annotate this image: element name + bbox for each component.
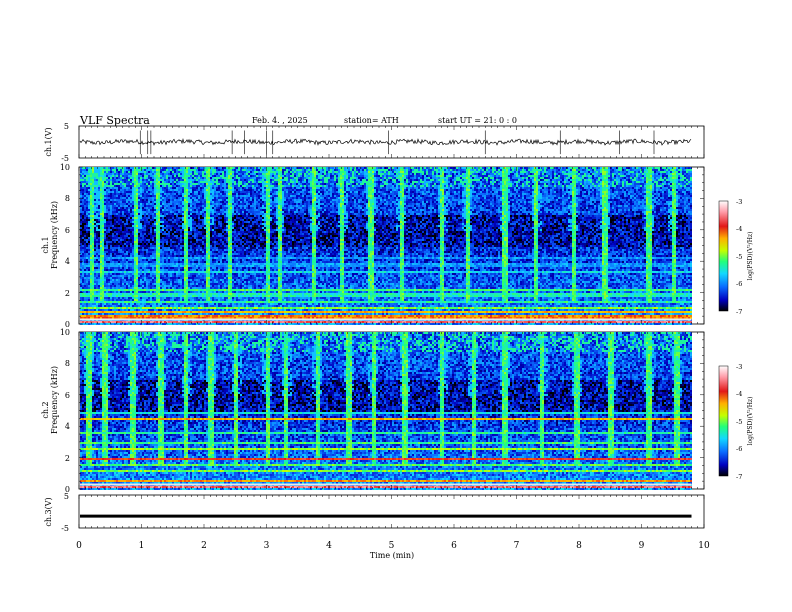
ch1-tick-5: 5	[64, 122, 69, 131]
time-tick-4: 4	[326, 541, 332, 551]
ch2-freq-tick-8: 8	[65, 359, 70, 368]
ch3-waveform-frame	[78, 494, 705, 529]
ch1-spec-ylabel-frequency: Frequency (kHz)	[50, 201, 59, 269]
ch1-freq-tick-2: 2	[65, 289, 70, 298]
ch1-freq-tick-10: 10	[60, 163, 70, 172]
ch2-cbar-tick-neg4: -4	[736, 390, 742, 398]
ch3-tick-5: 5	[64, 492, 69, 501]
ch1-spec-ylabel-channel: ch.1	[41, 236, 50, 253]
baseline-band	[80, 318, 692, 321]
ch1-colorbar: -3 -4 -5 -6 -7 log(PSD)(V²/Hz)	[718, 198, 754, 316]
ch2-spectrogram-panel: 10 8 6 4 2 0 ch.2 Frequency (kHz)	[41, 328, 705, 494]
ch2-cbar-tick-neg5: -5	[736, 418, 742, 426]
ch1-freq-tick-8: 8	[65, 194, 70, 203]
ch2-freq-tick-4: 4	[65, 422, 70, 431]
start-ut-label: start UT = 21: 0 : 0	[438, 116, 517, 125]
ch1-cbar-tick-neg3: -3	[736, 198, 742, 206]
figure-title: VLF Spectra	[79, 114, 150, 127]
ch2-spec-ylabel-frequency: Frequency (kHz)	[50, 366, 59, 434]
ch1-spectrogram-panel: 10 8 6 4 2 0 ch.1 Frequency (kHz)	[41, 163, 705, 329]
ch1-wave-ylabel: ch.1(V)	[44, 127, 53, 156]
time-tick-6: 6	[451, 541, 457, 551]
ch1-tick-neg5: -5	[61, 154, 69, 163]
ch2-cbar-tick-neg7: -7	[736, 473, 742, 481]
ch3-wave-ylabel: ch.3(V)	[44, 497, 53, 526]
ch1-cbar-tick-neg4: -4	[736, 225, 742, 233]
time-tick-10: 10	[698, 541, 710, 551]
ch2-cbar-tick-neg6: -6	[736, 445, 742, 453]
ch2-cbar-tick-neg3: -3	[736, 363, 742, 371]
ch1-colorbar-label: log(PSD)(V²/Hz)	[747, 232, 754, 281]
ch2-freq-tick-10: 10	[60, 328, 70, 337]
time-tick-2: 2	[201, 541, 207, 551]
axis-tick-marks	[78, 126, 705, 528]
ch1-freq-tick-4: 4	[65, 257, 70, 266]
ch2-freq-tick-0: 0	[65, 485, 70, 494]
ch1-spectrogram-image	[80, 167, 692, 325]
ch1-cbar-tick-neg6: -6	[736, 280, 742, 288]
baseline-band	[80, 483, 692, 486]
time-tick-0: 0	[76, 541, 82, 551]
time-tick-3: 3	[264, 541, 270, 551]
ch2-freq-tick-6: 6	[65, 391, 70, 400]
ch1-colorbar-gradient	[718, 200, 729, 312]
time-axis-label: Time (min)	[370, 551, 414, 560]
ch1-waveform-trace	[79, 137, 692, 146]
ch1-cbar-tick-neg5: -5	[736, 253, 742, 261]
ch1-freq-tick-0: 0	[65, 320, 70, 329]
ch2-colorbar-label: log(PSD)(V²/Hz)	[747, 397, 754, 446]
time-tick-7: 7	[514, 541, 520, 551]
time-tick-5: 5	[389, 541, 395, 551]
ch2-colorbar-gradient	[718, 365, 729, 477]
ch3-tick-neg5: -5	[61, 524, 69, 533]
time-tick-8: 8	[576, 541, 582, 551]
ch2-colorbar: -3 -4 -5 -6 -7 log(PSD)(V²/Hz)	[718, 363, 754, 481]
ch1-spike-group	[139, 130, 655, 155]
time-tick-9: 9	[639, 541, 645, 551]
ch1-cbar-tick-neg7: -7	[736, 308, 742, 316]
time-tick-1: 1	[139, 541, 145, 551]
ch1-waveform-panel: 5 -5 ch.1(V)	[44, 122, 705, 163]
ch2-spectrogram-image	[80, 332, 692, 490]
ch2-freq-tick-2: 2	[65, 454, 70, 463]
ch2-spec-ylabel-channel: ch.2	[41, 401, 50, 418]
ch3-waveform-panel: 5 -5 ch.3(V)	[44, 492, 705, 533]
date-label: Feb. 4. , 2025	[252, 116, 308, 125]
time-axis: 0 1 2 3 4 5 6 7 8 9 10 Time (min)	[76, 541, 710, 560]
ch1-freq-tick-6: 6	[65, 226, 70, 235]
station-label: station= ATH	[344, 116, 399, 125]
